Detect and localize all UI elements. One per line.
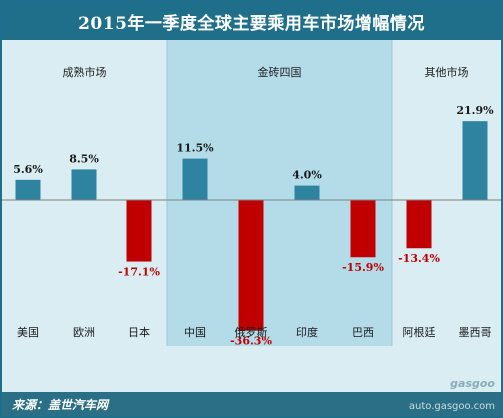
- bar: [406, 200, 432, 249]
- category-label: 日本: [128, 325, 150, 339]
- bar: [71, 169, 97, 200]
- group-label: 成熟市场: [63, 65, 107, 79]
- bar: [15, 179, 41, 200]
- source-note: 来源：盖世汽车网: [2, 392, 501, 416]
- data-label: -36.3%: [230, 335, 272, 348]
- category-label: 美国: [17, 326, 39, 339]
- data-label: 5.6%: [13, 163, 43, 176]
- category-label: 巴西: [352, 326, 374, 339]
- group-label: 金砖四国: [258, 65, 302, 79]
- data-label: 8.5%: [69, 152, 99, 165]
- category-label: 阿根廷: [403, 325, 436, 339]
- category-label: 印度: [296, 325, 318, 339]
- data-label: -17.1%: [118, 266, 160, 279]
- category-label: 欧洲: [73, 326, 95, 339]
- group-label: 其他市场: [425, 65, 469, 79]
- bar: [182, 158, 208, 200]
- category-label: 中国: [184, 326, 206, 339]
- category-label: 墨西哥: [459, 326, 492, 339]
- data-label: -15.9%: [342, 261, 384, 274]
- bar: [462, 121, 488, 200]
- bar: [350, 200, 376, 258]
- data-label: 11.5%: [176, 142, 214, 155]
- data-label: 21.9%: [456, 104, 494, 117]
- bar: [294, 185, 320, 200]
- chart-title: 2015年一季度全球主要乘用车市场增幅情况: [2, 2, 501, 40]
- bar: [238, 200, 264, 331]
- watermark-url: auto.gasgoo.com: [408, 401, 495, 412]
- data-label: 4.0%: [292, 169, 322, 182]
- category-label: 俄罗斯: [235, 326, 268, 339]
- bar-chart: 成熟市场 金砖四国 其他市场 5.6% 美国 8.5% 欧洲 -17.1% 日本 11.5% 中国 -…: [2, 40, 501, 348]
- data-label: -13.4%: [398, 252, 440, 265]
- watermark-logo: gasgoo: [450, 377, 495, 390]
- bar: [126, 200, 152, 262]
